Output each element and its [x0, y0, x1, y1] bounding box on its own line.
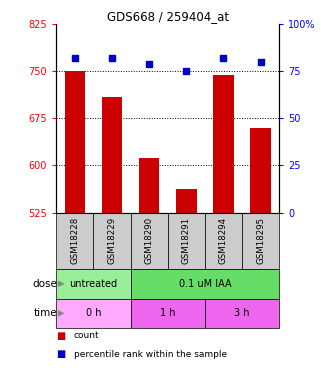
- Text: GSM18229: GSM18229: [108, 217, 117, 264]
- Text: ■: ■: [56, 350, 65, 359]
- Point: [147, 61, 152, 67]
- FancyBboxPatch shape: [56, 269, 131, 298]
- Bar: [213, 75, 234, 213]
- Text: untreated: untreated: [69, 279, 117, 289]
- Text: ■: ■: [56, 331, 65, 340]
- FancyBboxPatch shape: [242, 213, 279, 269]
- Point: [109, 55, 115, 61]
- Text: time: time: [33, 308, 57, 318]
- Text: GSM18290: GSM18290: [145, 217, 154, 264]
- Text: dose: dose: [32, 279, 57, 289]
- FancyBboxPatch shape: [131, 269, 279, 298]
- Point: [184, 68, 189, 74]
- FancyBboxPatch shape: [131, 213, 168, 269]
- FancyBboxPatch shape: [205, 213, 242, 269]
- Text: 0.1 uM IAA: 0.1 uM IAA: [178, 279, 231, 289]
- FancyBboxPatch shape: [168, 213, 205, 269]
- Point: [72, 55, 77, 61]
- Text: GSM18294: GSM18294: [219, 217, 228, 264]
- FancyBboxPatch shape: [56, 298, 131, 328]
- Bar: [250, 128, 271, 213]
- Text: count: count: [74, 331, 100, 340]
- Text: 0 h: 0 h: [86, 308, 101, 318]
- Point: [221, 55, 226, 61]
- Bar: [102, 96, 122, 213]
- Bar: [176, 189, 196, 213]
- Text: GSM18228: GSM18228: [70, 217, 79, 264]
- Text: GSM18295: GSM18295: [256, 217, 265, 264]
- FancyBboxPatch shape: [131, 298, 205, 328]
- Text: 1 h: 1 h: [160, 308, 176, 318]
- Text: GSM18291: GSM18291: [182, 217, 191, 264]
- Bar: [65, 71, 85, 213]
- Point: [258, 59, 263, 65]
- Bar: [139, 158, 159, 213]
- Title: GDS668 / 259404_at: GDS668 / 259404_at: [107, 10, 229, 23]
- FancyBboxPatch shape: [205, 298, 279, 328]
- Text: 3 h: 3 h: [234, 308, 250, 318]
- FancyBboxPatch shape: [93, 213, 131, 269]
- Text: percentile rank within the sample: percentile rank within the sample: [74, 350, 227, 359]
- FancyBboxPatch shape: [56, 213, 93, 269]
